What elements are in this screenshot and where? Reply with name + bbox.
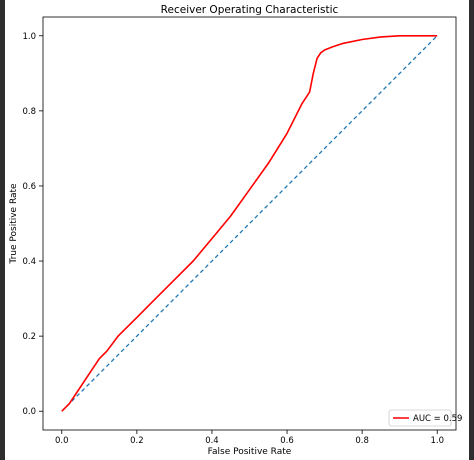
right-edge-strip (469, 0, 474, 460)
y-tick-label: 0.8 (22, 107, 36, 117)
x-axis-ticks: 0.0 0.2 0.4 0.6 0.8 1.0 (55, 430, 444, 446)
x-tick-label: 0.4 (205, 436, 219, 446)
x-tick-label: 0.2 (130, 436, 144, 446)
chart-title: Receiver Operating Characteristic (161, 4, 339, 16)
y-tick-label: 1.0 (22, 32, 36, 42)
x-tick-label: 1.0 (430, 436, 444, 446)
y-axis-ticks: 0.0 0.2 0.4 0.6 0.8 1.0 (22, 32, 43, 417)
roc-curve-line (61, 34, 438, 412)
y-tick-label: 0.0 (22, 407, 36, 417)
x-tick-label: 0.6 (280, 436, 294, 446)
y-tick-label: 0.2 (22, 332, 36, 342)
legend-box (388, 409, 452, 427)
y-tick-label: 0.6 (22, 182, 36, 192)
y-axis-label: True Positive Rate (9, 183, 19, 265)
series-layer (61, 34, 438, 412)
x-tick-label: 0.0 (55, 436, 69, 446)
legend: AUC = 0.59 (388, 409, 462, 427)
x-axis-label: False Positive Rate (208, 447, 292, 457)
left-edge-strip (0, 0, 5, 460)
chance-diagonal-line (61, 35, 438, 412)
legend-label-roc: AUC = 0.59 (413, 414, 462, 424)
y-tick-label: 0.4 (22, 257, 36, 267)
x-tick-label: 0.8 (355, 436, 369, 446)
